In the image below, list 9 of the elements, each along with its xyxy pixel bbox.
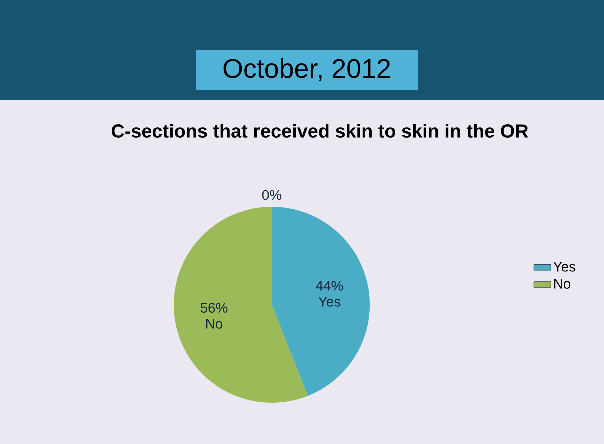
legend-label: Yes [554, 262, 576, 272]
chart-title: October, 2012 [224, 58, 390, 82]
data-label: 44% [316, 281, 344, 291]
chart-subtitle: C-sections that received skin to skin in the OR [112, 124, 528, 138]
slice-label: Yes [318, 297, 341, 307]
legend-label: No [554, 279, 571, 289]
data-label: 56% [200, 303, 228, 313]
text: 0% [262, 190, 282, 200]
slice-label: No [206, 319, 223, 329]
